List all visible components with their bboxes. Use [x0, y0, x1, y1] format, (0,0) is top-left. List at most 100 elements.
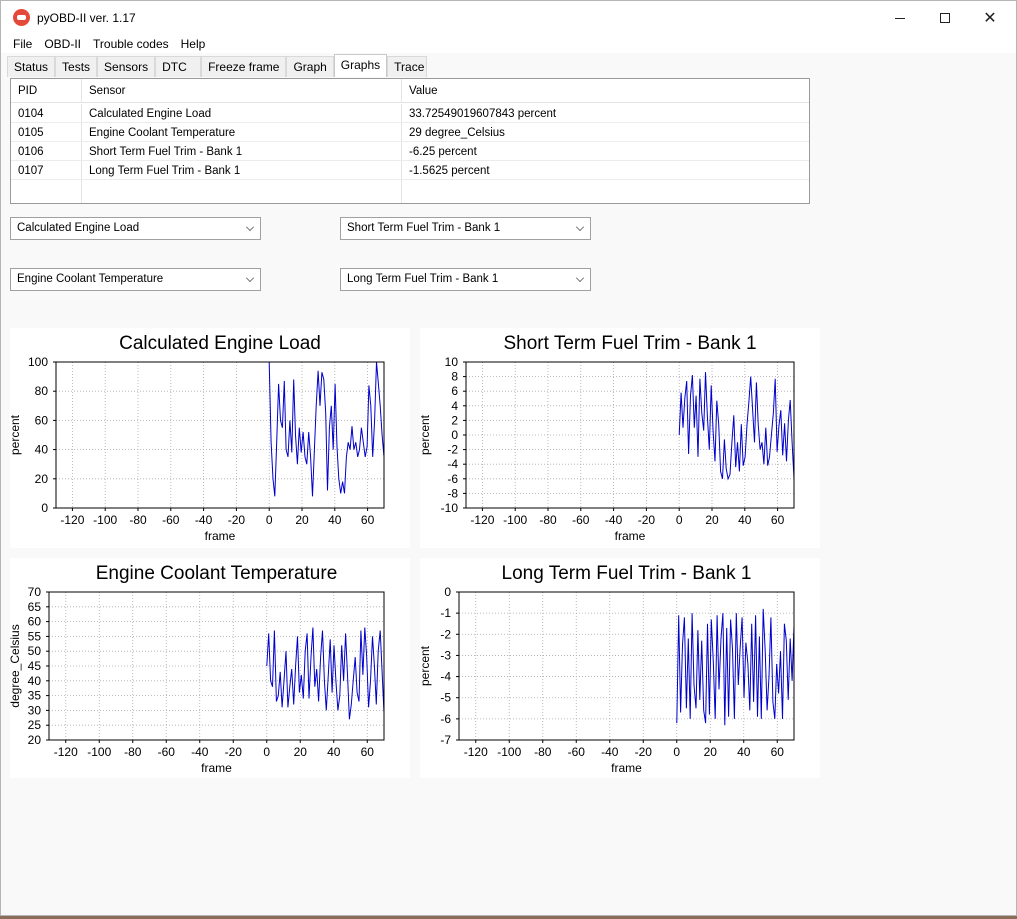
x-tick-label: 40 [328, 513, 342, 527]
x-tick-label: 40 [737, 745, 751, 759]
y-tick-label: -7 [440, 733, 451, 747]
column-header-pid[interactable]: PID [18, 85, 38, 97]
tab-tests[interactable]: Tests [55, 56, 98, 77]
value-cell: -1.5625 percent [401, 161, 809, 179]
select-value: Long Term Fuel Trim - Bank 1 [347, 273, 499, 285]
x-tick-label: -100 [497, 745, 521, 759]
chart-title: Engine Coolant Temperature [96, 563, 338, 584]
menu-file[interactable]: File [13, 37, 33, 51]
x-tick-label: -80 [129, 513, 147, 527]
series-line [266, 627, 385, 720]
menu-obd-ii[interactable]: OBD-II [44, 37, 82, 51]
y-tick-label: 80 [35, 384, 49, 398]
x-tick-label: 60 [771, 513, 785, 527]
chart-title: Long Term Fuel Trim - Bank 1 [502, 563, 752, 584]
chart-svg: Engine Coolant Temperature -120 -100 -80 -60… [10, 563, 385, 775]
x-tick-label: 0 [263, 745, 270, 759]
chart-svg: Long Term Fuel Trim - Bank 1-120 -100 -80-… [420, 563, 795, 775]
y-tick-label: -5 [440, 691, 451, 705]
select-value: Engine Coolant Temperature [17, 273, 164, 285]
car-icon [13, 9, 30, 26]
x-axis-label: frame [611, 761, 642, 775]
tab-freeze-frame[interactable]: Freeze frame [201, 56, 287, 77]
x-tick-label: 0 [266, 513, 273, 527]
sensor-cell: Engine Coolant Temperature [81, 123, 401, 141]
tab-graph[interactable]: Graph [286, 56, 334, 77]
graph-3-sensor-select[interactable]: Engine Coolant Temperature [10, 268, 261, 291]
empty-cell [401, 180, 809, 203]
chevron-down-icon [576, 223, 584, 231]
x-tick-label: 60 [361, 745, 375, 759]
tab-status[interactable]: Status [7, 56, 56, 77]
y-tick-label: 0 [444, 585, 451, 599]
x-tick-label: 20 [704, 745, 718, 759]
column-header-sensor[interactable]: Sensor [81, 79, 401, 102]
y-tick-label: -6 [440, 712, 451, 726]
x-tick-label: 20 [295, 513, 309, 527]
graph-long-term-fuel-trim: Long Term Fuel Trim - Bank 1 -120 -100 -80-… [420, 558, 820, 778]
y-tick-label: 35 [28, 689, 42, 703]
x-tick-label: -120 [470, 513, 494, 527]
column-header-value[interactable]: Value [401, 79, 809, 102]
chevron-down-icon [576, 274, 584, 282]
chart-title: Calculated Engine Load [119, 333, 321, 354]
graph-2-sensor-select[interactable]: Short Term Fuel Trim - Bank 1 [340, 217, 591, 240]
select-value: Calculated Engine Load [17, 222, 140, 234]
y-tick-label: 65 [28, 600, 42, 614]
table-row[interactable]: 0106 Short Term Fuel Trim - Bank 1 -6.25… [11, 142, 809, 161]
x-tick-label: 60 [771, 745, 785, 759]
pid-cell: 0104 [18, 108, 44, 120]
graph-engine-load: Calculated Engine Load -120 -100 -80 -60 -40 -… [10, 328, 410, 548]
window-title: pyOBD-II ver. 1.17 [37, 11, 136, 25]
maximize-button[interactable] [922, 1, 968, 35]
y-tick-label: 30 [28, 703, 42, 717]
x-tick-label: 60 [361, 513, 375, 527]
y-tick-label: 6 [451, 384, 458, 398]
sensor-cell: Short Term Fuel Trim - Bank 1 [81, 142, 401, 160]
title-bar: pyOBD-II ver. 1.17 ✕ [1, 1, 1016, 35]
y-axis-label: degree_Celsius [10, 624, 22, 707]
maximize-icon [940, 13, 950, 23]
y-tick-label: 0 [41, 501, 48, 515]
y-tick-label: -4 [447, 457, 458, 471]
y-tick-label: -2 [440, 627, 451, 641]
chart-svg: Calculated Engine Load -120 -100 -80 -60 -40 -… [10, 333, 385, 543]
tab-trace[interactable]: Trace [387, 56, 428, 77]
tab-sensors[interactable]: Sensors [97, 56, 156, 77]
sensor-table[interactable]: PID Sensor Value 0104 Calculated Engine … [10, 78, 810, 204]
table-row[interactable]: 0105 Engine Coolant Temperature 29 degre… [11, 123, 809, 142]
empty-cell [11, 180, 81, 203]
y-tick-label: 25 [28, 718, 42, 732]
chevron-down-icon [246, 223, 254, 231]
y-tick-label: 40 [28, 674, 42, 688]
x-tick-label: -100 [503, 513, 527, 527]
sensor-cell: Calculated Engine Load [81, 104, 401, 122]
tab-dtc[interactable]: DTC [155, 56, 202, 77]
empty-cell [81, 180, 401, 203]
chart-svg: Short Term Fuel Trim - Bank 1-120 -100 -80… [420, 333, 795, 543]
plot-frame [48, 591, 385, 741]
y-tick-label: 8 [451, 370, 458, 384]
y-tick-label: 20 [35, 472, 49, 486]
x-tick-label: -80 [124, 745, 142, 759]
x-tick-label: -40 [195, 513, 213, 527]
graph-4-sensor-select[interactable]: Long Term Fuel Trim - Bank 1 [340, 268, 591, 291]
x-tick-label: -20 [638, 513, 656, 527]
value-cell: 29 degree_Celsius [401, 123, 809, 141]
menu-trouble-codes[interactable]: Trouble codes [93, 37, 169, 51]
close-button[interactable]: ✕ [983, 10, 997, 27]
y-tick-label: 70 [28, 585, 42, 599]
graph-1-sensor-select[interactable]: Calculated Engine Load [10, 217, 261, 240]
x-tick-label: -40 [191, 745, 209, 759]
menu-help[interactable]: Help [180, 37, 206, 51]
y-axis-label: percent [420, 645, 432, 686]
minimize-button[interactable] [877, 1, 923, 35]
y-tick-label: -3 [440, 648, 451, 662]
x-tick-label: 40 [327, 745, 341, 759]
tab-graphs[interactable]: Graphs [333, 54, 388, 77]
table-row[interactable]: 0104 Calculated Engine Load 33.725490196… [11, 104, 809, 123]
x-tick-label: -80 [539, 513, 557, 527]
y-tick-label: 20 [28, 733, 42, 747]
x-tick-label: -60 [162, 513, 180, 527]
table-row[interactable]: 0107 Long Term Fuel Trim - Bank 1 -1.562… [11, 161, 809, 180]
